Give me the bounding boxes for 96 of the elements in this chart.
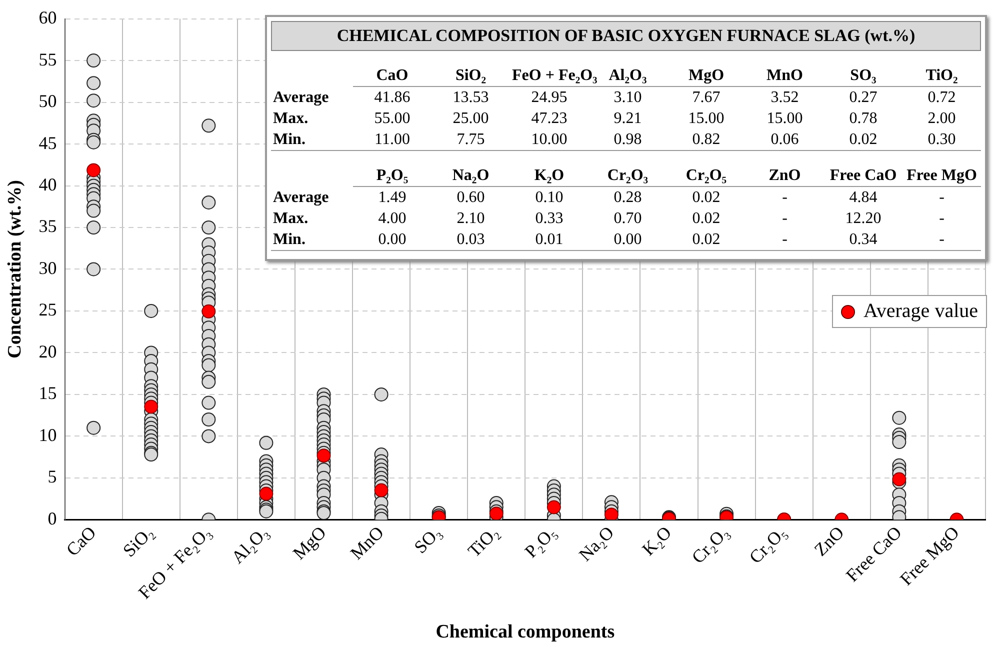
annotation: Cr₂O₃ [588, 165, 667, 186]
annotation: 0.03 [456, 230, 486, 250]
x-tick-label: TiO₂ [464, 522, 503, 561]
annotation: Min. [272, 130, 306, 150]
annotation: Max. [272, 209, 310, 229]
annotation: Free MgO [902, 165, 981, 186]
annotation: MgO [667, 65, 746, 86]
y-tick-label: 50 [38, 91, 57, 112]
annotation: 9.21 [612, 109, 643, 129]
annotation: Min. [272, 230, 306, 250]
annotation: 41.86 [373, 88, 412, 108]
annotation: 0.02 [691, 230, 722, 250]
annotation: - [938, 209, 946, 229]
y-tick-label: 0 [48, 508, 57, 528]
y-tick-label: 25 [38, 300, 57, 320]
annotation: CHEMICAL COMPOSITION OF BASIC OXYGEN FURNACE SLAG (wt.%) [271, 21, 981, 51]
annotation: 0.00 [612, 230, 643, 250]
annotation: TiO₂ [902, 65, 981, 86]
annotation: Al₂O₃ [608, 67, 647, 84]
annotation: Max. [272, 109, 310, 129]
annotation: P₂O₅ [353, 165, 432, 186]
x-tick-label: SiO₂ [118, 522, 158, 561]
annotation: Average [272, 188, 330, 208]
annotation: 0.10 [534, 188, 564, 208]
annotation: 7.67 [691, 88, 722, 108]
x-tick-label: ZnO [810, 522, 848, 560]
annotation: 3.10 [612, 88, 643, 108]
x-tick-label: SO₃ [410, 522, 446, 558]
y-tick-label: 40 [38, 174, 57, 194]
annotation: SO₃ [824, 65, 902, 86]
annotation: 0.28 [612, 188, 643, 208]
x-tick-label: P₂O₅ [520, 522, 560, 562]
annotation: Cr₂O₅ [667, 165, 746, 186]
annotation: Free CaO [824, 165, 902, 186]
annotation: 0.00 [377, 230, 408, 250]
annotation: 2.10 [456, 209, 486, 229]
annotation: 0.98 [612, 130, 643, 150]
annotation: 0.78 [848, 109, 878, 129]
annotation: 15.00 [766, 109, 804, 129]
x-axis-title: Chemical components [436, 622, 615, 643]
annotation: 1.49 [377, 188, 408, 208]
annotation: 0.30 [926, 130, 957, 150]
annotation: - [938, 230, 946, 250]
y-tick-label: 10 [38, 424, 57, 445]
annotation: 4.00 [377, 209, 408, 229]
annotation: 55.00 [373, 109, 412, 129]
annotation: 24.95 [530, 88, 568, 108]
annotation: Na₂O [432, 165, 510, 186]
annotation: 0.33 [534, 209, 564, 229]
y-tick-label: 55 [38, 49, 57, 70]
y-tick-label: 5 [48, 466, 57, 487]
annotation: CaO [353, 65, 432, 86]
annotation: 0.72 [926, 88, 957, 108]
annotation: 2.00 [926, 109, 957, 129]
x-tick-label: K₂O [638, 522, 676, 560]
annotation: 0.02 [848, 130, 878, 150]
annotation: 4.84 [848, 188, 878, 208]
annotation: 0.34 [848, 230, 878, 250]
y-tick-label: 35 [38, 216, 57, 236]
x-tick-label: CaO [62, 522, 100, 560]
legend-label: Average value [863, 300, 978, 323]
annotation: ZnO [746, 165, 824, 186]
x-tick-label: Cr₂O₃ [688, 522, 733, 568]
annotation: 12.20 [844, 209, 882, 229]
annotation: 0.02 [691, 188, 722, 208]
annotation: 11.00 [374, 130, 411, 150]
annotation: 0.02 [691, 209, 722, 229]
annotation: 47.23 [530, 109, 568, 129]
annotation: SiO₂ [432, 65, 510, 86]
annotation: 0.06 [770, 130, 800, 150]
y-tick-label: 60 [38, 8, 57, 28]
annotation: - [781, 188, 788, 208]
annotation: 13.53 [452, 88, 490, 108]
annotation: 10.00 [530, 130, 568, 150]
annotation: - [781, 209, 788, 229]
y-tick-label: 45 [38, 132, 57, 153]
annotation: 0.27 [848, 88, 878, 108]
annotation: 0.60 [456, 188, 486, 208]
annotation: 15.00 [687, 109, 726, 129]
y-axis-title: Concentration (wt.%) [4, 180, 26, 358]
y-tick-label: 20 [38, 341, 57, 362]
annotation: MnO [746, 65, 824, 86]
annotation: 3.52 [770, 88, 800, 108]
annotation: 7.75 [456, 130, 486, 150]
annotation: - [938, 188, 946, 208]
y-tick-label: 30 [38, 258, 57, 278]
y-tick-label: 15 [38, 383, 57, 404]
annotation: 0.82 [691, 130, 722, 150]
annotation: 25.00 [452, 109, 490, 129]
x-tick-label: Cr₂O₅ [745, 522, 790, 568]
annotation: FeO + Fe₂O₃ [511, 66, 598, 86]
annotation: 0.70 [612, 209, 643, 229]
annotation: 0.01 [534, 230, 564, 250]
annotation: - [781, 230, 788, 250]
annotation: Average [272, 88, 330, 108]
annotation: K₂O [510, 165, 588, 186]
